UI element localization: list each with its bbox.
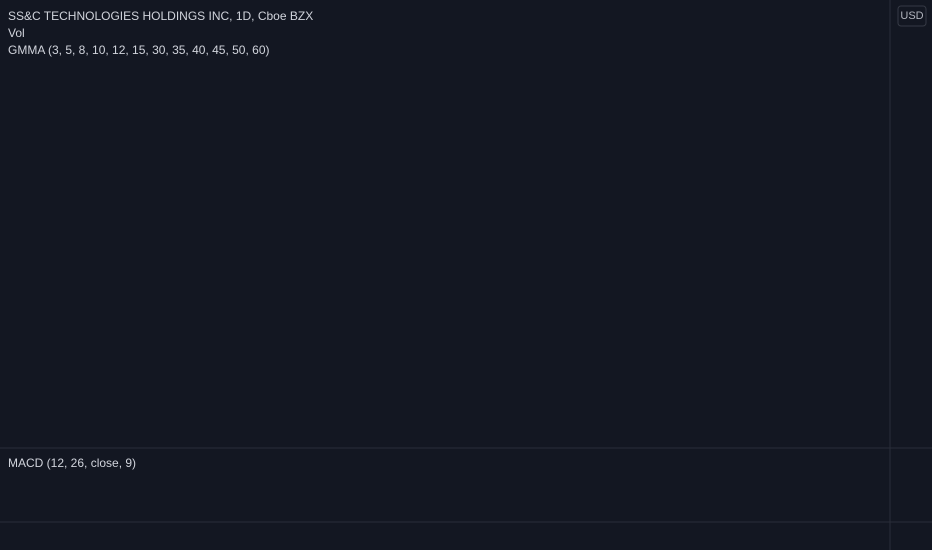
chart-title: SS&C TECHNOLOGIES HOLDINGS INC, 1D, Cboe… bbox=[8, 9, 313, 23]
gmma-label: GMMA (3, 5, 8, 10, 12, 15, 30, 35, 40, 4… bbox=[8, 43, 270, 57]
currency-box[interactable] bbox=[897, 5, 927, 27]
macd-label: MACD (12, 26, close, 9) bbox=[8, 456, 136, 470]
volume-label: Vol bbox=[8, 26, 25, 40]
currency[interactable]: USD bbox=[900, 10, 923, 22]
